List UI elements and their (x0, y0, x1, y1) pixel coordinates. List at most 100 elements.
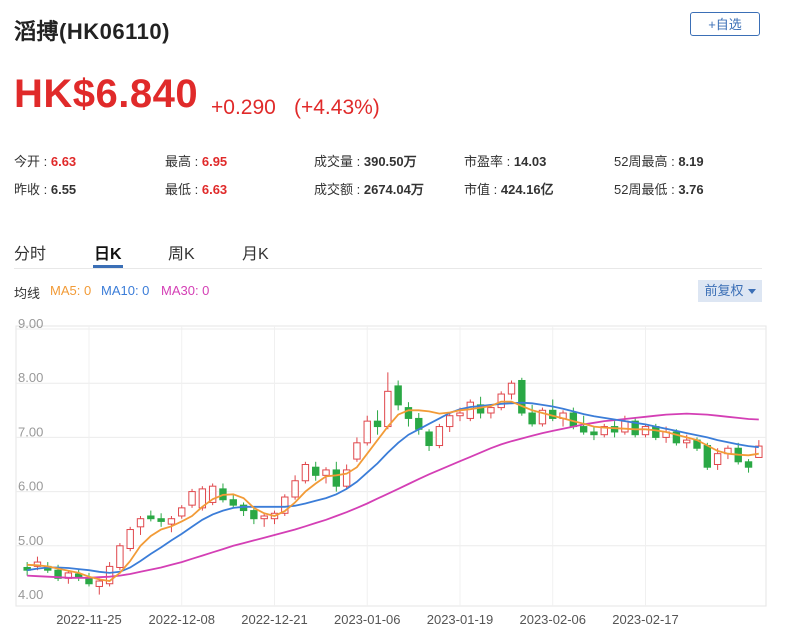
price-adjust-label: 前复权 (704, 283, 744, 298)
stat-label: 昨收 : (14, 182, 48, 197)
stat-52w-high: 52周最高 : 8.19 (614, 151, 704, 170)
candle-up (208, 485, 217, 503)
ma5-line (27, 400, 759, 582)
ma10-legend: MA10: 0 (101, 283, 150, 298)
plot-area (15, 325, 767, 607)
x-tick-label: 2022-11-25 (56, 612, 122, 627)
candle-down (703, 445, 712, 468)
candle-down (147, 515, 155, 520)
x-tick-label: 2023-01-19 (427, 612, 494, 627)
y-tick-label: 9.00 (18, 316, 43, 331)
stat-label: 最低 : (165, 182, 199, 197)
candle-down (394, 385, 402, 406)
candle-down (672, 431, 681, 444)
candle-up (126, 529, 134, 550)
candle-up (435, 426, 444, 447)
stat-label: 52周最高 : (614, 154, 675, 169)
candle-up (456, 412, 464, 417)
active-tab-indicator (93, 265, 123, 268)
stat-value: 6.55 (50, 182, 77, 197)
ma-label: 均线 (14, 286, 41, 301)
tabs-divider (14, 268, 762, 269)
candle-up (755, 445, 763, 458)
candle-up (301, 464, 310, 482)
stat-label: 市值 : (464, 182, 498, 197)
candle-up (487, 407, 495, 414)
candle-up (188, 491, 196, 506)
candle-up (683, 439, 691, 444)
candle-up (281, 496, 289, 514)
candle-up (342, 469, 351, 487)
candle-up (641, 426, 650, 436)
x-tick-label: 2023-02-06 (519, 612, 586, 627)
candle-down (312, 466, 320, 476)
stat-label: 成交量 : (314, 154, 361, 169)
stat-volume: 成交量 : 390.50万 (314, 151, 417, 170)
stat-value: 390.50万 (363, 154, 417, 169)
x-tick-label: 2023-02-17 (612, 612, 679, 627)
y-tick-label: 6.00 (18, 479, 43, 494)
stat-pe: 市盈率 : 14.03 (464, 151, 546, 170)
candle-up (713, 453, 722, 466)
candle-up (178, 507, 186, 517)
candle-down (85, 577, 93, 585)
stat-value: 6.95 (201, 154, 228, 169)
candle-up (363, 420, 371, 444)
stat-value: 6.63 (201, 182, 228, 197)
candle-down (229, 499, 237, 506)
candle-up (322, 469, 330, 476)
candle-down (54, 569, 62, 579)
candle-up (600, 426, 608, 436)
stat-52w-low: 52周最低 : 3.76 (614, 179, 704, 198)
candle-down (157, 518, 165, 522)
candle-up (260, 515, 268, 520)
candle-down (631, 420, 639, 436)
stat-low: 最低 : 6.63 (165, 179, 227, 198)
candle-up (167, 518, 176, 525)
y-tick-label: 4.00 (18, 587, 43, 602)
stat-market-cap: 市值 : 424.16亿 (464, 179, 554, 198)
price-change: +0.290 (211, 96, 276, 119)
ma30-legend: MA30: 0 (161, 283, 210, 298)
stat-label: 成交额 : (314, 182, 361, 197)
tab-weekly-k[interactable]: 周K (168, 246, 195, 263)
candle-up (105, 565, 114, 585)
stock-name: 滔搏(HK06110) (14, 19, 170, 44)
candle-up (136, 518, 145, 528)
candle-down (518, 379, 526, 414)
candle-up (95, 580, 103, 587)
candle-up (621, 420, 629, 433)
ma10-line (27, 401, 759, 574)
y-tick-label: 5.00 (18, 533, 43, 548)
stat-value: 8.19 (678, 154, 704, 169)
candle-up (116, 545, 124, 568)
y-tick-label: 8.00 (18, 370, 43, 385)
stat-value: 6.63 (50, 154, 77, 169)
candle-down (332, 469, 341, 487)
candle-up (291, 480, 299, 498)
chevron-down-icon (747, 289, 756, 295)
tab-monthly-k[interactable]: 月K (242, 246, 269, 263)
x-tick-label: 2022-12-08 (148, 612, 215, 627)
price-adjust-dropdown[interactable]: 前复权 (698, 280, 762, 302)
stat-value: 14.03 (513, 154, 547, 169)
candle-down (590, 431, 598, 436)
candle-down (404, 407, 413, 419)
tab-intraday[interactable]: 分时 (14, 246, 47, 263)
add-to-watchlist-button[interactable]: +自选 (690, 12, 760, 36)
y-tick-label: 7.00 (18, 424, 43, 439)
stat-label: 市盈率 : (464, 154, 511, 169)
candle-down (528, 412, 536, 425)
x-tick-label: 2023-01-06 (334, 612, 401, 627)
candle-down (744, 461, 753, 468)
stat-high: 最高 : 6.95 (165, 151, 227, 170)
candle-down (250, 510, 258, 520)
candle-down (652, 426, 660, 438)
stat-label: 最高 : (165, 154, 199, 169)
stat-prev-close: 昨收 : 6.55 (14, 179, 76, 198)
candle-down (610, 426, 619, 433)
stat-value: 2674.04万 (363, 182, 424, 197)
candle-up (33, 561, 42, 567)
tab-daily-k[interactable]: 日K (94, 246, 122, 263)
current-price: HK$6.840 (14, 72, 199, 116)
